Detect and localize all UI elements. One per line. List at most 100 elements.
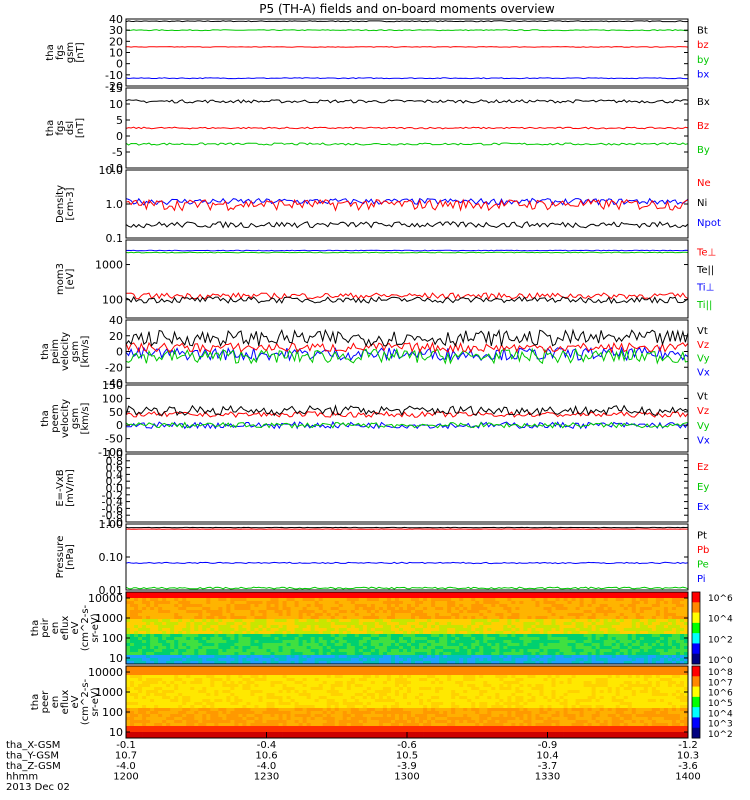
heatmap-cell (154, 631, 159, 635)
heatmap-cell (575, 622, 581, 626)
heatmap-cell (342, 637, 348, 641)
heatmap-cell (439, 643, 444, 647)
heatmap-cell (178, 604, 183, 608)
legend-density-Ne: Ne (697, 178, 711, 189)
legend-peem-velocity-Vz: Vz (697, 406, 709, 417)
heatmap-cell (242, 601, 247, 605)
heatmap-cell (250, 637, 255, 641)
heatmap-cell (651, 658, 657, 662)
heatmap-cell (503, 693, 508, 697)
heatmap-cell (627, 669, 633, 673)
heatmap-cell (342, 678, 348, 682)
heatmap-cell (643, 595, 649, 599)
heatmap-cell (575, 637, 581, 641)
heatmap-cell (419, 631, 424, 635)
heatmap-cell (539, 672, 544, 676)
heatmap-cell (382, 625, 388, 629)
heatmap-cell (515, 619, 520, 623)
heatmap-cell (435, 616, 440, 620)
heatmap-cell (435, 625, 440, 629)
heatmap-cell (559, 655, 564, 659)
heatmap-cell (523, 652, 528, 656)
heatmap-cell (270, 631, 275, 635)
ytick-label: 0 (116, 130, 123, 143)
heatmap-cell (354, 613, 360, 617)
heatmap-cell (298, 643, 304, 647)
heatmap-cell (138, 637, 143, 641)
heatmap-cell (619, 601, 625, 605)
heatmap-cell (386, 687, 392, 691)
heatmap-cell (302, 655, 308, 659)
heatmap-cell (547, 637, 552, 641)
heatmap-cell (495, 675, 500, 679)
heatmap-cell (671, 601, 677, 605)
heatmap-cell (647, 631, 653, 635)
heatmap-cell (250, 640, 255, 644)
heatmap-cell (603, 681, 609, 685)
heatmap-cell (523, 669, 528, 673)
heatmap-cell (599, 592, 605, 596)
heatmap-cell (539, 601, 544, 605)
heatmap-cell (322, 598, 328, 602)
heatmap-cell (210, 607, 215, 611)
heatmap-cell (503, 643, 508, 647)
heatmap-cell (515, 681, 520, 685)
heatmap-cell (398, 646, 404, 650)
heatmap-cell (258, 607, 263, 611)
heatmap-cell (366, 625, 372, 629)
heatmap-cell (619, 672, 625, 676)
heatmap-cell (655, 672, 661, 676)
heatmap-cell (302, 640, 308, 644)
heatmap-cell (555, 601, 560, 605)
heatmap-cell (150, 601, 155, 605)
heatmap-cell (451, 607, 456, 611)
heatmap-cell (226, 637, 231, 641)
heatmap-cell (667, 658, 673, 662)
heatmap-cell (130, 672, 135, 676)
heatmap-cell (531, 595, 536, 599)
heatmap-cell (282, 649, 287, 653)
heatmap-cell (527, 631, 532, 635)
heatmap-cell (671, 640, 677, 644)
heatmap-cell (354, 658, 360, 662)
heatmap-cell (382, 616, 388, 620)
heatmap-cell (511, 681, 516, 685)
heatmap-cell (475, 601, 480, 605)
heatmap-cell (290, 625, 295, 629)
heatmap-cell (599, 649, 605, 653)
ytick-label: 10000 (88, 592, 123, 605)
heatmap-cell (627, 628, 633, 632)
panel-frame (125, 169, 689, 239)
heatmap-cell (683, 672, 689, 676)
heatmap-cell (443, 607, 448, 611)
heatmap-cell (366, 598, 372, 602)
heatmap-cell (314, 634, 320, 638)
heatmap-cell (527, 610, 532, 614)
heatmap-cell (246, 690, 251, 694)
heatmap-cell (238, 658, 243, 662)
heatmap-cell (591, 637, 597, 641)
heatmap-cell (511, 598, 516, 602)
heatmap-cell (370, 598, 376, 602)
heatmap-cell (571, 640, 576, 644)
heatmap-cell (603, 637, 609, 641)
heatmap-cell (174, 634, 179, 638)
heatmap-cell (298, 628, 304, 632)
heatmap-cell (675, 631, 681, 635)
heatmap-cell (575, 607, 581, 611)
heatmap-cell (210, 637, 215, 641)
heatmap-cell (563, 655, 568, 659)
heatmap-cell (527, 607, 532, 611)
heatmap-cell (394, 628, 400, 632)
heatmap-cell (222, 625, 227, 629)
legend-peem-velocity-Vx: Vx (697, 436, 710, 447)
heatmap-cell (547, 598, 552, 602)
heatmap-cell (507, 684, 512, 688)
heatmap-cell (170, 661, 175, 665)
heatmap-cell (390, 640, 396, 644)
heatmap-cell (246, 655, 251, 659)
heatmap-cell (667, 684, 673, 688)
heatmap-cell (647, 643, 653, 647)
heatmap-cell (435, 604, 440, 608)
heatmap-cell (427, 625, 432, 629)
